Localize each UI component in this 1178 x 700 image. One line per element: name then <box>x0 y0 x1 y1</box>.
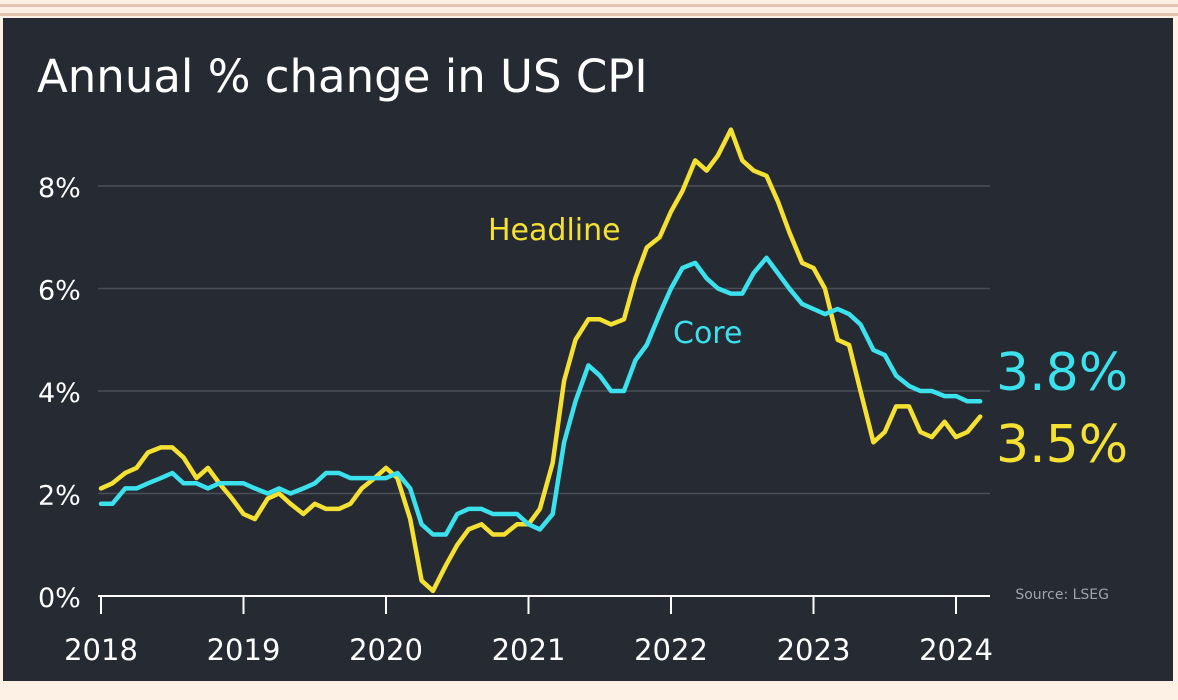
x-tick-label: 2019 <box>207 633 281 667</box>
end-value-headline: 3.5% <box>996 415 1128 475</box>
x-tick-label: 2020 <box>349 633 423 667</box>
series-line-core <box>98 255 983 537</box>
gridlines <box>98 185 990 495</box>
y-tick-label: 0% <box>38 583 81 614</box>
x-tick-label: 2021 <box>492 633 566 667</box>
y-axis-ticks: 0% 2% 4% 6% 8% <box>38 173 81 614</box>
y-tick-label: 2% <box>38 481 81 512</box>
x-tick-label: 2024 <box>919 633 993 667</box>
x-axis: 2018 2019 2020 2021 2022 2023 2024 <box>64 595 993 667</box>
y-tick-label: 4% <box>38 378 81 409</box>
series-lines <box>98 127 983 594</box>
y-tick-label: 6% <box>38 276 81 307</box>
x-tick-label: 2022 <box>634 633 708 667</box>
top-stripe <box>0 4 1178 7</box>
end-value-core: 3.8% <box>996 343 1128 403</box>
series-label-core: Core <box>673 316 742 351</box>
series-line-headline <box>98 127 983 594</box>
source-note: Source: LSEG <box>1015 587 1109 603</box>
x-tick-label: 2018 <box>64 633 138 667</box>
series-labels: Headline 3.5% Core 3.8% <box>488 213 1128 475</box>
x-tick-label: 2023 <box>777 633 851 667</box>
top-stripe-lower <box>0 13 1178 16</box>
chart-title: Annual % change in US CPI <box>37 50 648 103</box>
series-label-headline: Headline <box>488 213 621 248</box>
chart-card <box>3 18 1173 681</box>
y-tick-label: 8% <box>38 173 81 204</box>
